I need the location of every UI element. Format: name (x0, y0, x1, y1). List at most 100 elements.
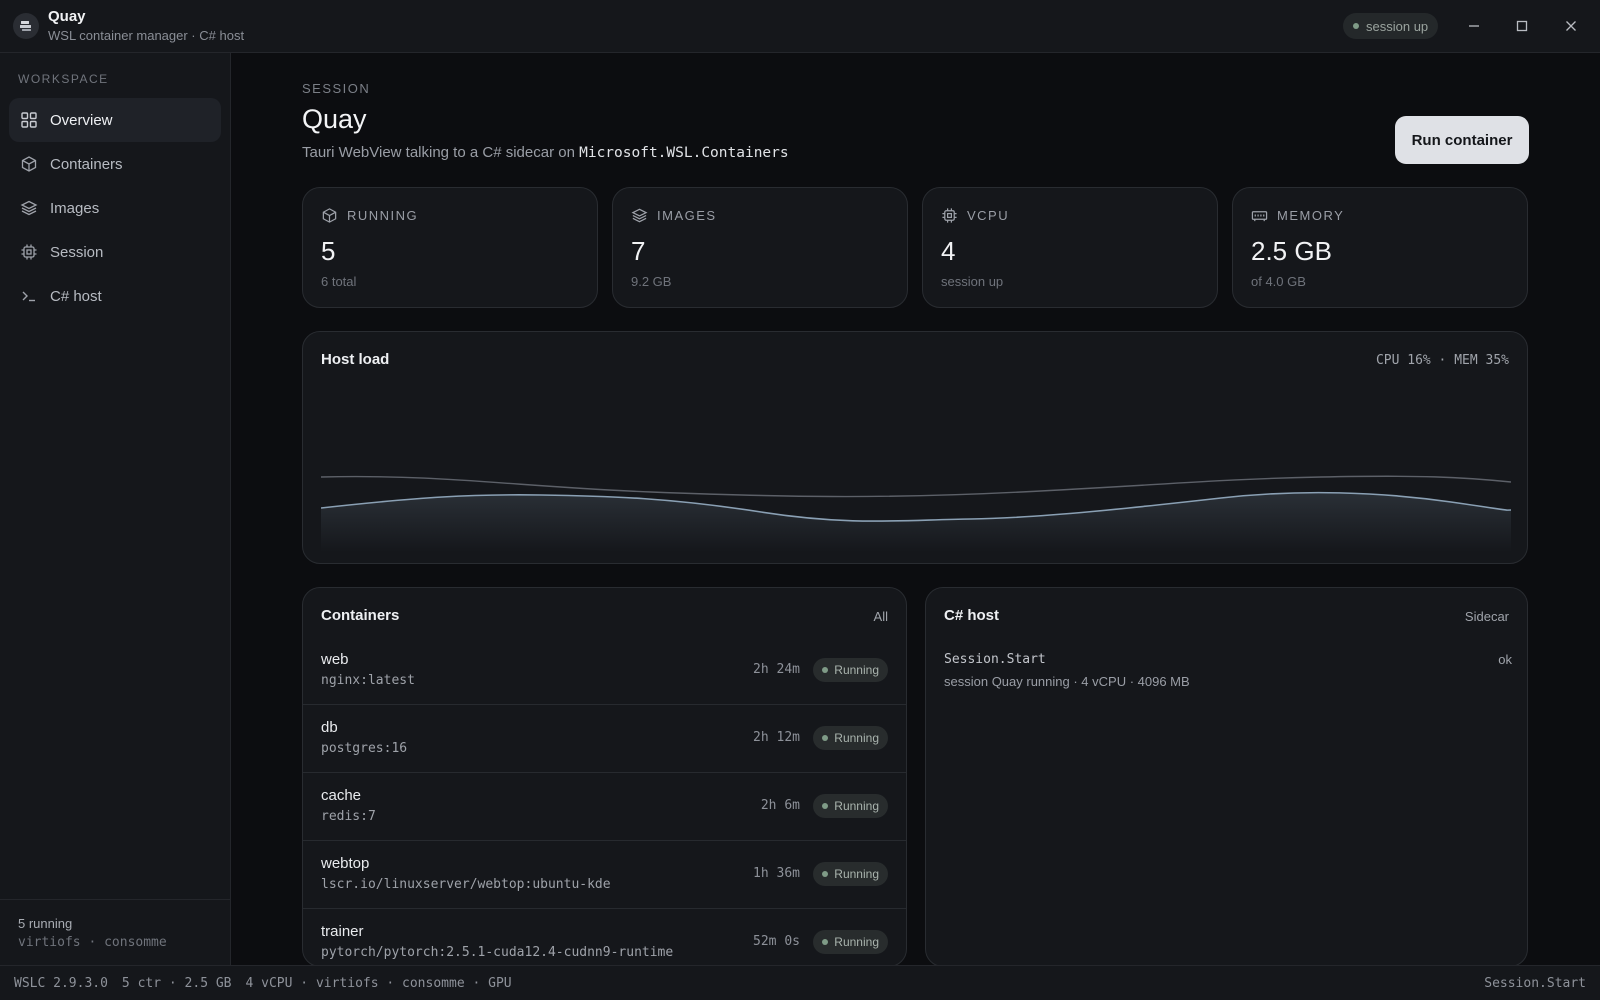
page-eyebrow: SESSION (302, 81, 371, 96)
status-badge: Running (813, 930, 888, 954)
container-name: cache (321, 787, 362, 804)
cpu-icon (942, 208, 957, 223)
host-load-readout: CPU 16% · MEM 35% (1375, 353, 1509, 368)
containers-all-link[interactable]: All (873, 609, 888, 624)
container-uptime: 52m 0s (753, 934, 800, 949)
container-uptime: 2h 6m (760, 798, 800, 813)
run-container-button[interactable]: Run container (1395, 116, 1529, 164)
close-button[interactable] (1555, 10, 1587, 42)
status-dot-icon (822, 871, 829, 877)
sidebar-item-overview[interactable]: Overview (9, 98, 221, 142)
container-row[interactable]: web nginx:latest 2h 24m Running (303, 637, 906, 705)
host-load-chart (321, 475, 1511, 552)
page-subtitle: Tauri WebView talking to a C# sidecar on… (302, 144, 789, 161)
sidecar-link[interactable]: Sidecar (1464, 609, 1509, 624)
minimize-button[interactable] (1458, 10, 1490, 42)
status-dot-icon (1353, 23, 1359, 29)
page-title: Quay (302, 104, 367, 134)
log-message: session Quay running · 4 vCPU · 4096 MB (944, 674, 1190, 689)
container-image: lscr.io/linuxserver/webtop:ubuntu-kde (321, 877, 611, 892)
box-icon (322, 208, 337, 223)
sidebar-item-session[interactable]: Session (9, 230, 221, 274)
status-dot-icon (822, 735, 829, 741)
log-status: ok (1498, 652, 1512, 667)
whale-icon (13, 13, 39, 39)
host-log-entry: Session.Start ok session Quay running · … (944, 652, 1512, 689)
memory-icon (1251, 211, 1268, 222)
session-status-badge: session up (1343, 13, 1439, 39)
stat-value: 2.5 GB (1251, 236, 1332, 266)
container-image: postgres:16 (321, 741, 408, 756)
resource-summary: 4 vCPU · virtiofs · consomme · GPU (245, 976, 512, 991)
container-name: trainer (321, 923, 364, 940)
layers-icon (20, 199, 38, 217)
container-row[interactable]: trainer pytorch/pytorch:2.5.1-cuda12.4-c… (303, 909, 906, 966)
stat-label: IMAGES (657, 208, 717, 223)
status-badge: Running (813, 794, 888, 818)
container-uptime: 2h 12m (753, 730, 800, 745)
status-badge: Running (813, 658, 888, 682)
panel-title: Containers (321, 607, 400, 624)
status-bar: WSLC 2.9.3.0 5 ctr · 2.5 GB 4 vCPU · vir… (0, 965, 1600, 1000)
stat-note: 6 total (321, 274, 357, 289)
close-icon (1566, 21, 1576, 31)
container-summary: 5 ctr · 2.5 GB (121, 976, 232, 991)
container-row[interactable]: webtop lscr.io/linuxserver/webtop:ubuntu… (303, 841, 906, 909)
sidebar-item-containers[interactable]: Containers (9, 142, 221, 186)
stat-value: 7 (631, 236, 646, 266)
container-uptime: 2h 24m (753, 662, 800, 677)
box-icon (20, 155, 38, 173)
status-dot-icon (822, 667, 829, 673)
sidebar-item-label: Overview (50, 111, 113, 129)
container-name: db (321, 719, 338, 736)
sidebar: WORKSPACE Overview Containers Images (0, 53, 231, 965)
sidebar-item-label: Images (50, 199, 100, 217)
panel-title: Host load (321, 351, 390, 368)
log-command: Session.Start (944, 652, 1046, 667)
cpu-icon (20, 243, 38, 261)
terminal-icon (20, 287, 38, 305)
layers-icon (631, 208, 648, 223)
container-uptime: 1h 36m (753, 866, 800, 881)
running-count: 5 running (18, 916, 73, 931)
sidebar-item-label: Containers (50, 155, 123, 173)
status-badge: Running (813, 726, 888, 750)
last-event: Session.Start (1484, 976, 1586, 991)
csharp-host-panel: C# host Sidecar Session.Start ok session… (925, 587, 1528, 967)
status-dot-icon (822, 803, 829, 809)
stat-label: VCPU (967, 208, 1010, 223)
wslc-version: WSLC 2.9.3.0 (14, 976, 108, 991)
status-dot-icon (822, 939, 829, 945)
stat-note: of 4.0 GB (1251, 274, 1306, 289)
cpu-series-line (321, 491, 1511, 522)
mem-series-line (321, 475, 1511, 498)
sidebar-footer: 5 running virtiofs · consomme (0, 899, 230, 965)
containers-panel: Containers All web nginx:latest 2h 24m R… (302, 587, 907, 967)
stat-label: MEMORY (1277, 208, 1345, 223)
stat-card-images: IMAGES 7 9.2 GB (612, 187, 908, 308)
container-name: webtop (321, 855, 370, 872)
status-badge: Running (813, 862, 888, 886)
maximize-button[interactable] (1506, 10, 1538, 42)
sidebar-item-label: Session (50, 243, 104, 261)
api-name: Microsoft.WSL.Containers (579, 145, 789, 161)
container-row[interactable]: cache redis:7 2h 6m Running (303, 773, 906, 841)
stat-card-memory: MEMORY 2.5 GB of 4.0 GB (1232, 187, 1528, 308)
stat-value: 4 (941, 236, 956, 266)
stat-card-vcpu: VCPU 4 session up (922, 187, 1218, 308)
sidebar-item-csharp-host[interactable]: C# host (9, 274, 221, 318)
cpu-series-area (321, 492, 1511, 552)
panel-title: C# host (944, 607, 1000, 624)
sidebar-item-images[interactable]: Images (9, 186, 221, 230)
title-bar: Quay WSL container manager · C# host ses… (0, 0, 1600, 53)
grid-icon (20, 111, 38, 129)
container-name: web (321, 651, 349, 668)
stat-label: RUNNING (347, 208, 419, 223)
sidebar-item-label: C# host (50, 287, 102, 305)
stat-note: 9.2 GB (631, 274, 672, 289)
app-subtitle: WSL container manager · C# host (48, 28, 245, 43)
minimize-icon (1469, 25, 1479, 27)
container-image: pytorch/pytorch:2.5.1-cuda12.4-cudnn9-ru… (321, 945, 674, 960)
container-row[interactable]: db postgres:16 2h 12m Running (303, 705, 906, 773)
app-name: Quay (48, 8, 86, 25)
